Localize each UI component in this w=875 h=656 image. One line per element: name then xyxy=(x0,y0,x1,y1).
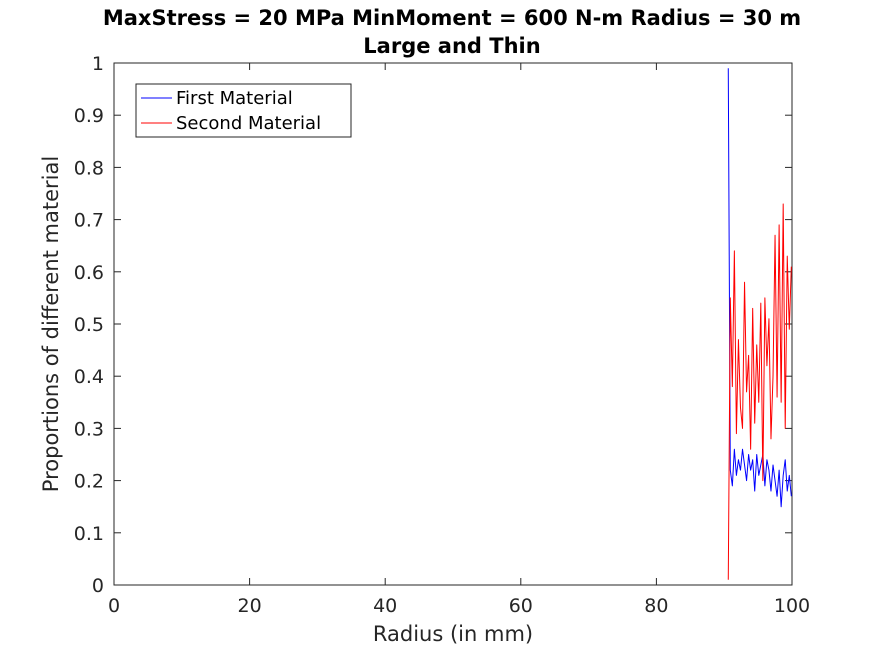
x-tick-label: 40 xyxy=(373,595,397,617)
legend-label-first-material: First Material xyxy=(176,88,293,109)
y-tick-label: 0 xyxy=(92,575,104,597)
legend-box xyxy=(135,83,352,138)
x-tick-label: 80 xyxy=(644,595,668,617)
y-tick-label: 0.3 xyxy=(74,418,104,440)
y-axis-label: Proportions of different material xyxy=(39,156,63,492)
y-tick-label: 0.2 xyxy=(74,471,104,493)
y-tick-label: 0.8 xyxy=(74,157,104,179)
chart-title-line-1: MaxStress = 20 MPa MinMoment = 600 N-m R… xyxy=(103,6,801,30)
x-tick-label: 60 xyxy=(509,595,533,617)
x-tick-label: 0 xyxy=(108,595,120,617)
legend-label-second-material: Second Material xyxy=(176,113,321,134)
x-axis-label: Radius (in mm) xyxy=(373,622,533,646)
y-tick-label: 0.6 xyxy=(74,262,104,284)
y-tick-label: 0.7 xyxy=(74,210,104,232)
y-tick-label: 0.1 xyxy=(74,523,104,545)
axis-ticks: 0 20 40 60 80 100 0 0.1 0.2 0.3 0.4 0.5 0.6 0.7 0.8 0.9… xyxy=(74,53,810,617)
plot-area xyxy=(113,62,793,586)
x-tick-label: 100 xyxy=(774,595,810,617)
x-tick-label: 20 xyxy=(238,595,262,617)
y-tick-label: 0.4 xyxy=(74,366,104,388)
legend: First Material Second Material xyxy=(135,83,352,138)
series-line-second-material xyxy=(727,203,792,580)
y-tick-label: 0.9 xyxy=(74,105,104,127)
data-series xyxy=(727,68,792,580)
chart-title-line-2: Large and Thin xyxy=(363,34,540,58)
y-tick-label: 1 xyxy=(92,53,104,75)
series-line-first-material xyxy=(727,68,792,508)
y-tick-label: 0.5 xyxy=(74,314,104,336)
